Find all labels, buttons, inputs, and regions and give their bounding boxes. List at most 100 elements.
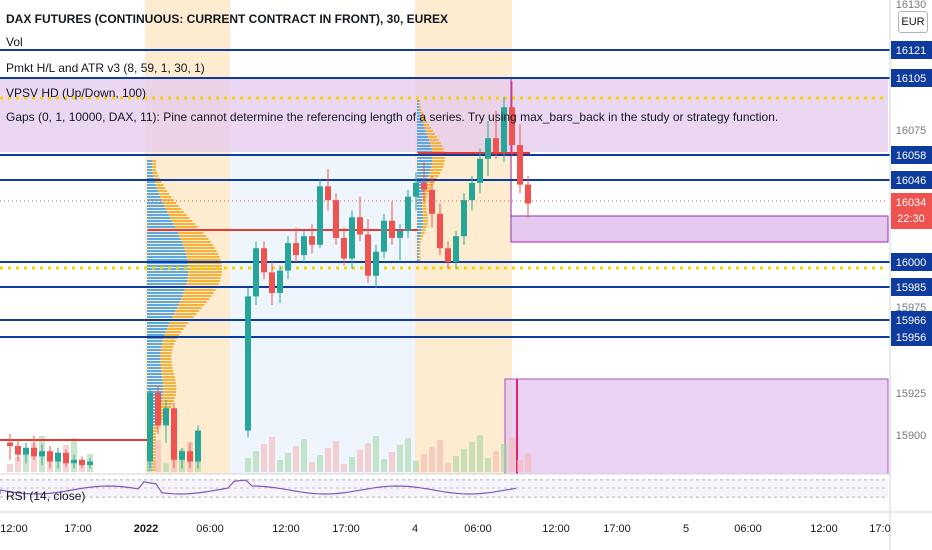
profile-bar-down	[160, 196, 172, 198]
profile-bar-down	[421, 229, 426, 231]
volume-bar	[325, 448, 331, 472]
candle	[31, 435, 37, 460]
candle	[453, 231, 459, 269]
profile-bar-down	[186, 253, 219, 255]
profile-bar-up	[147, 409, 160, 411]
legend-gaps[interactable]: Gaps (0, 1, 10000, DAX, 11): Pine cannot…	[6, 110, 779, 124]
profile-bar-up	[147, 292, 184, 294]
profile-bar-up	[417, 229, 422, 231]
profile-bar-down	[179, 235, 206, 237]
volume-bar	[301, 439, 307, 472]
candle	[357, 196, 363, 242]
volume-bar	[405, 438, 411, 472]
legend-vpsv[interactable]: VPSV HD (Up/Down, 100)	[6, 86, 147, 100]
volume-bar	[341, 464, 347, 472]
currency-button[interactable]: EUR	[898, 11, 928, 33]
profile-bar-up	[417, 130, 426, 132]
profile-bar-down	[166, 328, 184, 330]
profile-bar-up	[417, 106, 420, 108]
profile-bar-up	[147, 295, 183, 297]
profile-bar-up	[417, 247, 419, 249]
candle	[469, 176, 475, 211]
profile-bar-down	[420, 235, 424, 237]
profile-bar-up	[417, 109, 420, 111]
profile-bar-down	[432, 157, 445, 159]
gap-zone	[510, 215, 889, 243]
price-level-label-15956: 15956	[896, 332, 927, 344]
price-axis[interactable]: 16121 16105 16058 16046 16000 15985 15966 15956…	[889, 0, 932, 550]
last-price-label-bg	[891, 193, 932, 229]
profile-bar-down	[431, 163, 445, 165]
candle-body	[301, 236, 307, 256]
candle	[349, 210, 355, 269]
legend-vol[interactable]: Vol	[6, 35, 23, 49]
profile-bar-down	[188, 268, 222, 270]
profile-bar-up	[417, 103, 419, 105]
profile-bar-down	[178, 304, 205, 306]
profile-bar-down	[151, 463, 156, 465]
purple-zones	[0, 78, 889, 475]
rsi-legend[interactable]: RSI (14, close)	[6, 489, 86, 503]
profile-bar-down	[426, 181, 435, 183]
candle-body	[261, 248, 267, 273]
candle	[485, 120, 491, 176]
candle	[429, 176, 435, 228]
rsi-line	[0, 479, 517, 495]
candle-body	[79, 459, 85, 465]
profile-bar-down	[425, 130, 433, 132]
profile-bar-down	[162, 202, 176, 204]
volume-bar	[293, 446, 299, 472]
profile-bar-down	[187, 259, 221, 261]
volume-bar	[517, 460, 523, 472]
profile-bar-down	[153, 427, 159, 429]
candle-body	[397, 231, 403, 238]
price-tick-label: 15900	[896, 430, 927, 442]
volume-bar	[485, 458, 491, 472]
volume-bar	[15, 457, 21, 472]
candle	[147, 389, 153, 469]
candle	[195, 425, 201, 469]
volume-bar	[155, 440, 161, 472]
profile-bar-down	[172, 316, 194, 318]
profile-bar-up	[147, 265, 189, 267]
volume-bar	[317, 455, 323, 472]
profile-bar-up	[147, 403, 162, 405]
candle	[405, 189, 411, 238]
profile-bar-down	[422, 211, 428, 213]
volume-bar	[445, 463, 451, 472]
profile-bar-down	[160, 358, 172, 360]
price-level-label-16058: 16058	[896, 150, 927, 162]
profile-bar-down	[184, 289, 216, 291]
profile-bar-down	[162, 340, 176, 342]
candle-body	[501, 107, 507, 152]
time-axis[interactable]: 12:00 17:00 2022 06:00 12:00 17:00 4 06:00 12:00…	[0, 511, 932, 535]
candle	[63, 449, 69, 467]
profile-bar-down	[418, 244, 421, 246]
profile-bar-up	[147, 340, 163, 342]
profile-bar-up	[147, 259, 188, 261]
candle	[365, 219, 371, 283]
time-tick-label: 12:00	[810, 523, 838, 535]
profile-bar-down	[151, 439, 156, 441]
profile-bar-down	[423, 190, 430, 192]
candle-body	[365, 234, 371, 276]
profile-bar-down	[155, 184, 164, 186]
profile-bar-up	[147, 172, 153, 174]
profile-bar-up	[147, 247, 185, 249]
profile-bar-up	[417, 211, 423, 213]
profile-bar-down	[161, 373, 175, 375]
profile-bar-up	[147, 283, 187, 285]
profile-bar-up	[147, 364, 161, 366]
profile-bar-up	[417, 121, 423, 123]
candle-body	[147, 392, 153, 462]
profile-bar-down	[151, 169, 156, 171]
candle	[23, 442, 29, 464]
candle	[509, 81, 515, 156]
candle-body	[333, 200, 339, 238]
profile-bar-up	[417, 253, 419, 255]
price-level-label-bg-16121	[891, 41, 932, 59]
legend-pmkt[interactable]: Pmkt H/L and ATR v3 (8, 59, 1, 30, 1)	[6, 61, 205, 75]
profile-bar-up	[417, 148, 432, 150]
candle-body	[493, 138, 499, 152]
